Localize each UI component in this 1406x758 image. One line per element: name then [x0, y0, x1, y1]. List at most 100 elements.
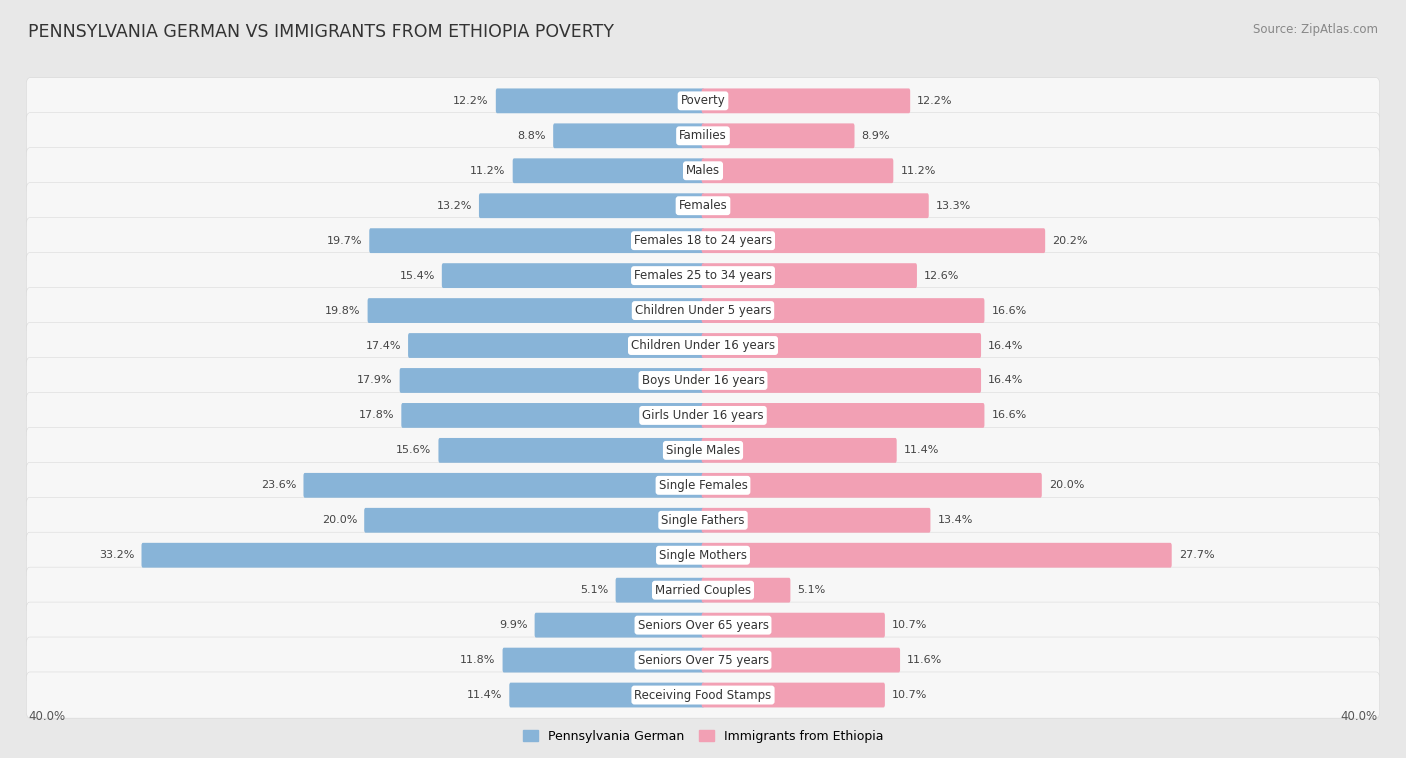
FancyBboxPatch shape	[702, 438, 897, 463]
FancyBboxPatch shape	[27, 287, 1379, 334]
Text: 17.4%: 17.4%	[366, 340, 401, 350]
Text: Source: ZipAtlas.com: Source: ZipAtlas.com	[1253, 23, 1378, 36]
Text: Girls Under 16 years: Girls Under 16 years	[643, 409, 763, 422]
FancyBboxPatch shape	[479, 193, 704, 218]
FancyBboxPatch shape	[702, 228, 1045, 253]
FancyBboxPatch shape	[702, 263, 917, 288]
Text: 27.7%: 27.7%	[1178, 550, 1215, 560]
Text: 13.3%: 13.3%	[936, 201, 972, 211]
Text: 12.2%: 12.2%	[453, 96, 489, 106]
Text: Poverty: Poverty	[681, 94, 725, 108]
FancyBboxPatch shape	[702, 124, 855, 149]
Text: 13.4%: 13.4%	[938, 515, 973, 525]
FancyBboxPatch shape	[27, 602, 1379, 648]
Text: Females 18 to 24 years: Females 18 to 24 years	[634, 234, 772, 247]
FancyBboxPatch shape	[702, 578, 790, 603]
FancyBboxPatch shape	[702, 612, 884, 637]
FancyBboxPatch shape	[27, 637, 1379, 683]
Text: Females 25 to 34 years: Females 25 to 34 years	[634, 269, 772, 282]
Text: Single Fathers: Single Fathers	[661, 514, 745, 527]
FancyBboxPatch shape	[370, 228, 704, 253]
Text: 33.2%: 33.2%	[98, 550, 135, 560]
FancyBboxPatch shape	[27, 462, 1379, 509]
FancyBboxPatch shape	[702, 403, 984, 428]
Text: 11.8%: 11.8%	[460, 655, 495, 665]
FancyBboxPatch shape	[616, 578, 704, 603]
Text: 40.0%: 40.0%	[28, 709, 65, 723]
Text: Single Females: Single Females	[658, 479, 748, 492]
FancyBboxPatch shape	[304, 473, 704, 498]
FancyBboxPatch shape	[509, 683, 704, 707]
Text: 15.4%: 15.4%	[399, 271, 434, 280]
FancyBboxPatch shape	[399, 368, 704, 393]
Text: 13.2%: 13.2%	[436, 201, 472, 211]
FancyBboxPatch shape	[27, 532, 1379, 578]
FancyBboxPatch shape	[27, 113, 1379, 159]
FancyBboxPatch shape	[702, 333, 981, 358]
Text: 17.9%: 17.9%	[357, 375, 392, 386]
FancyBboxPatch shape	[27, 322, 1379, 368]
FancyBboxPatch shape	[27, 393, 1379, 438]
Text: Children Under 5 years: Children Under 5 years	[634, 304, 772, 317]
Text: 5.1%: 5.1%	[581, 585, 609, 595]
FancyBboxPatch shape	[702, 158, 893, 183]
Text: Children Under 16 years: Children Under 16 years	[631, 339, 775, 352]
FancyBboxPatch shape	[367, 298, 704, 323]
FancyBboxPatch shape	[502, 647, 704, 672]
Text: Married Couples: Married Couples	[655, 584, 751, 597]
Text: 20.0%: 20.0%	[1049, 481, 1084, 490]
Text: Seniors Over 75 years: Seniors Over 75 years	[637, 653, 769, 666]
Text: Single Mothers: Single Mothers	[659, 549, 747, 562]
FancyBboxPatch shape	[702, 368, 981, 393]
Text: Families: Families	[679, 130, 727, 143]
FancyBboxPatch shape	[441, 263, 704, 288]
FancyBboxPatch shape	[513, 158, 704, 183]
Text: Receiving Food Stamps: Receiving Food Stamps	[634, 688, 772, 702]
FancyBboxPatch shape	[702, 193, 929, 218]
Text: 16.6%: 16.6%	[991, 305, 1026, 315]
FancyBboxPatch shape	[27, 567, 1379, 613]
Text: 10.7%: 10.7%	[891, 620, 928, 630]
Text: 12.2%: 12.2%	[917, 96, 953, 106]
FancyBboxPatch shape	[702, 543, 1171, 568]
FancyBboxPatch shape	[27, 183, 1379, 229]
FancyBboxPatch shape	[27, 358, 1379, 403]
Text: 20.0%: 20.0%	[322, 515, 357, 525]
Text: 5.1%: 5.1%	[797, 585, 825, 595]
Text: 15.6%: 15.6%	[396, 446, 432, 456]
FancyBboxPatch shape	[27, 78, 1379, 124]
FancyBboxPatch shape	[702, 298, 984, 323]
Text: 8.8%: 8.8%	[517, 131, 546, 141]
Text: 11.4%: 11.4%	[904, 446, 939, 456]
Text: 10.7%: 10.7%	[891, 690, 928, 700]
FancyBboxPatch shape	[702, 647, 900, 672]
Text: 16.4%: 16.4%	[988, 340, 1024, 350]
Text: 11.6%: 11.6%	[907, 655, 942, 665]
FancyBboxPatch shape	[364, 508, 704, 533]
Text: 19.8%: 19.8%	[325, 305, 360, 315]
Legend: Pennsylvania German, Immigrants from Ethiopia: Pennsylvania German, Immigrants from Eth…	[517, 725, 889, 748]
FancyBboxPatch shape	[27, 218, 1379, 264]
FancyBboxPatch shape	[702, 683, 884, 707]
Text: PENNSYLVANIA GERMAN VS IMMIGRANTS FROM ETHIOPIA POVERTY: PENNSYLVANIA GERMAN VS IMMIGRANTS FROM E…	[28, 23, 614, 41]
Text: Males: Males	[686, 164, 720, 177]
Text: 12.6%: 12.6%	[924, 271, 959, 280]
FancyBboxPatch shape	[496, 89, 704, 113]
Text: Seniors Over 65 years: Seniors Over 65 years	[637, 619, 769, 631]
FancyBboxPatch shape	[702, 508, 931, 533]
Text: Females: Females	[679, 199, 727, 212]
FancyBboxPatch shape	[702, 473, 1042, 498]
Text: 20.2%: 20.2%	[1052, 236, 1088, 246]
FancyBboxPatch shape	[27, 252, 1379, 299]
Text: 40.0%: 40.0%	[1341, 709, 1378, 723]
Text: 11.4%: 11.4%	[467, 690, 502, 700]
Text: 11.2%: 11.2%	[470, 166, 506, 176]
Text: Single Males: Single Males	[666, 444, 740, 457]
FancyBboxPatch shape	[702, 89, 910, 113]
FancyBboxPatch shape	[142, 543, 704, 568]
FancyBboxPatch shape	[27, 497, 1379, 543]
Text: 8.9%: 8.9%	[862, 131, 890, 141]
Text: Boys Under 16 years: Boys Under 16 years	[641, 374, 765, 387]
Text: 17.8%: 17.8%	[359, 410, 394, 421]
FancyBboxPatch shape	[534, 612, 704, 637]
